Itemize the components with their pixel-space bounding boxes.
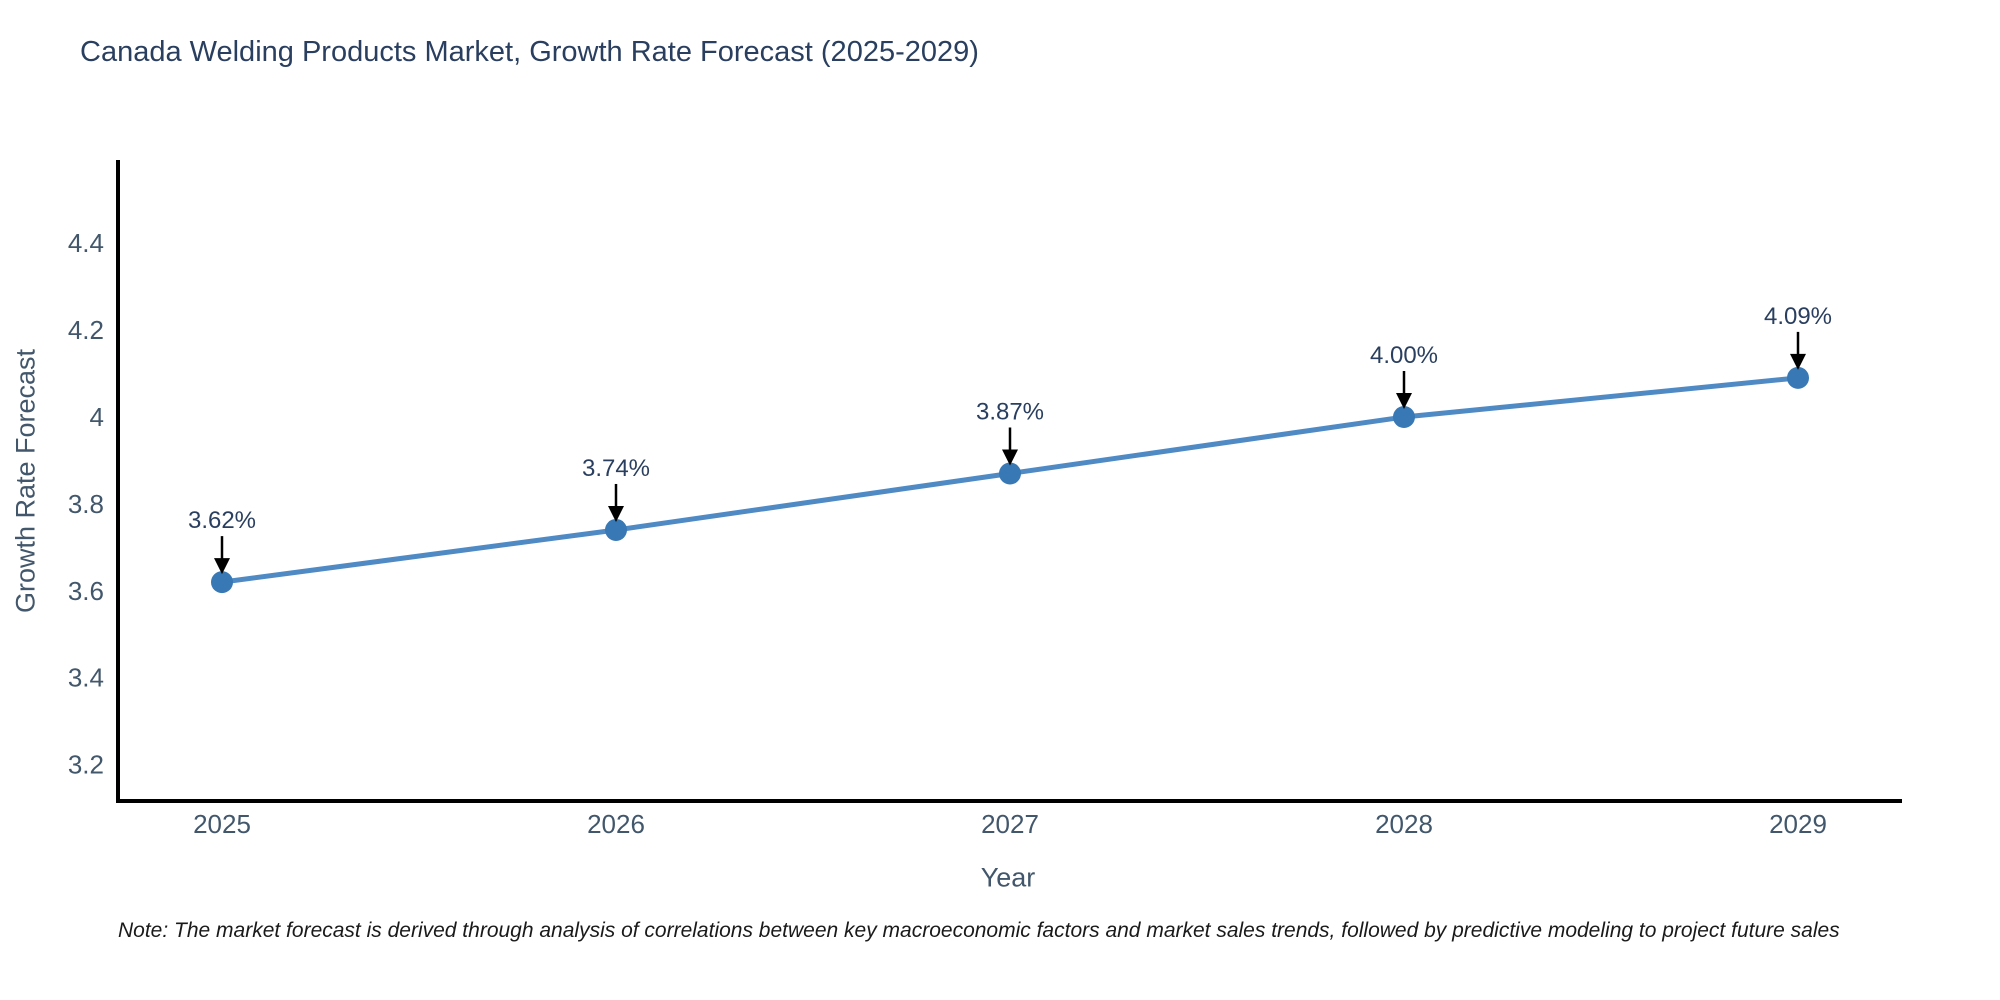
data-point-marker[interactable] [1787, 366, 1809, 389]
x-axis-title: Year [980, 862, 1036, 893]
data-point-marker[interactable] [999, 462, 1021, 485]
x-tick-label: 2026 [587, 809, 645, 839]
annotation-arrowhead [214, 558, 230, 575]
annotation-arrowhead [1790, 353, 1806, 370]
data-point-marker[interactable] [605, 518, 627, 541]
x-tick-label: 2029 [1769, 809, 1827, 839]
y-tick-label: 4.2 [68, 315, 104, 345]
annotation-arrowhead [1002, 449, 1018, 466]
data-point-marker[interactable] [211, 571, 233, 594]
y-tick-label: 3.8 [68, 489, 104, 519]
chart-title: Canada Welding Products Market, Growth R… [80, 36, 979, 68]
footnote: Note: The market forecast is derived thr… [118, 919, 1840, 942]
annotation-label: 3.62% [188, 507, 256, 534]
y-tick-label: 3.6 [68, 576, 104, 606]
annotation-arrowhead [608, 505, 624, 522]
annotation-label: 3.74% [582, 455, 650, 482]
annotation-label: 3.87% [976, 398, 1044, 425]
y-tick-label: 3.4 [68, 663, 104, 693]
x-tick-label: 2027 [981, 809, 1039, 839]
x-tick-label: 2028 [1375, 809, 1433, 839]
data-point-marker[interactable] [1393, 406, 1415, 428]
y-tick-label: 4 [90, 402, 104, 432]
annotation-label: 4.00% [1370, 342, 1438, 369]
x-tick-label: 2025 [193, 809, 251, 839]
y-tick-label: 3.2 [68, 750, 104, 780]
y-tick-label: 4.4 [68, 228, 104, 258]
annotation-label: 4.09% [1764, 303, 1832, 330]
annotation-arrowhead [1396, 393, 1412, 409]
